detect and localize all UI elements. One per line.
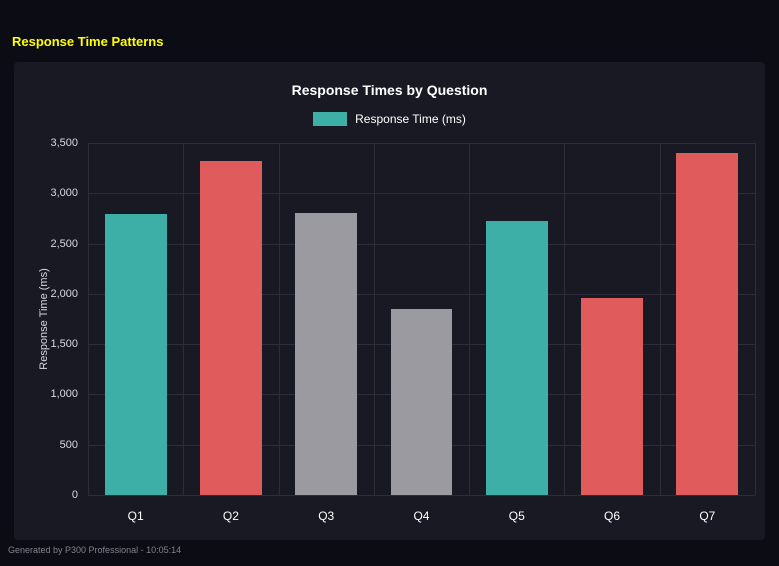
x-tick-label-q1: Q1 [127, 509, 144, 523]
gridline-horizontal [88, 293, 755, 295]
gridline-vertical [183, 143, 185, 495]
bar-column [469, 143, 564, 495]
gridline-vertical [659, 143, 661, 495]
bar-column [564, 143, 659, 495]
gridline-vertical [755, 143, 756, 495]
x-axis-labels: Q1 Q2 Q3 Q4 Q5 Q6 Q7 [88, 509, 755, 523]
legend[interactable]: Response Time (ms) [14, 112, 765, 126]
footer-text: Generated by P300 Professional - 10:05:1… [8, 545, 182, 555]
x-tick-label-q7: Q7 [699, 509, 716, 523]
gridline-vertical [278, 143, 280, 495]
gridline-horizontal [88, 243, 755, 245]
bar-column [88, 143, 183, 495]
x-tick-label-q4: Q4 [413, 509, 430, 523]
bar-q5[interactable] [485, 220, 548, 495]
y-tick-label: 3,500 [50, 137, 78, 149]
x-tick-label-q6: Q6 [604, 509, 621, 523]
legend-label: Response Time (ms) [355, 112, 466, 126]
y-tick-label: 0 [71, 489, 78, 501]
gridline-horizontal [88, 193, 755, 195]
x-tick-label-q3: Q3 [318, 509, 335, 523]
bar-column [374, 143, 469, 495]
y-axis-title: Response Time (ms) [38, 268, 50, 370]
plot-area: 0 500 1,000 1,500 2,000 2,500 3,000 3,500 [50, 137, 756, 501]
y-tick-label: 2,500 [50, 237, 78, 250]
gridline-vertical [88, 143, 89, 495]
gridline-vertical [469, 143, 471, 495]
chart-title: Response Times by Question [291, 82, 488, 98]
y-tick-label: 2,000 [50, 287, 78, 300]
bar-column [660, 143, 755, 495]
chart-panel: Response Times by Question Response Time… [14, 62, 765, 540]
x-tick-label-q5: Q5 [508, 509, 525, 523]
bar-q3[interactable] [295, 213, 358, 495]
bar-q6[interactable] [581, 298, 643, 495]
bar-column [279, 143, 374, 495]
gridline-vertical [373, 143, 375, 495]
gridline-vertical [564, 143, 566, 495]
bar-q1[interactable] [104, 214, 167, 495]
bar-column [183, 143, 278, 495]
legend-swatch [313, 112, 348, 126]
page-title: Response Time Patterns [12, 34, 164, 49]
y-tick-label: 1,500 [50, 338, 78, 351]
bar-q2[interactable] [199, 161, 262, 495]
bar-q4[interactable] [390, 309, 453, 495]
x-tick-label-q2: Q2 [222, 509, 239, 523]
y-tick-label: 500 [59, 438, 78, 451]
y-tick-label: 3,000 [50, 187, 78, 200]
gridline-horizontal [88, 143, 755, 144]
bar-columns [88, 143, 755, 495]
bar-q7[interactable] [676, 153, 739, 495]
gridline-horizontal [88, 495, 755, 496]
y-tick-label: 1,000 [50, 388, 78, 401]
